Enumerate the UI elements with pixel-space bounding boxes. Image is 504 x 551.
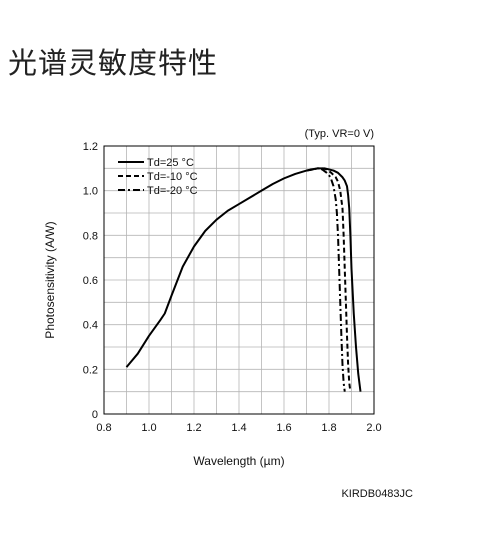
figure-code: KIRDB0483JC: [341, 488, 413, 500]
legend-label: Td=-10 °C: [147, 171, 198, 183]
chart-legend: Td=25 °C Td=-10 °C Td=-20 °C: [118, 157, 198, 197]
x-tick-label: 1.0: [141, 422, 156, 434]
series-line-2: [306, 167, 352, 392]
x-tick-label: 1.6: [276, 422, 291, 434]
y-axis-label: Photosensitivity (A/W): [43, 221, 57, 338]
x-tick-labels: 0.8 1.0 1.2 1.4 1.6 1.8 2.0: [96, 422, 381, 434]
x-tick-label: 1.2: [186, 422, 201, 434]
condition-note: (Typ. VR=0 V): [305, 128, 374, 140]
x-tick-label: 1.8: [321, 422, 336, 434]
legend-label: Td=25 °C: [147, 157, 194, 169]
y-tick-label: 0.2: [83, 364, 98, 376]
page-heading: 光谱灵敏度特性: [8, 46, 219, 80]
x-tick-label: 2.0: [366, 422, 381, 434]
y-tick-labels: 0 0.2 0.4 0.6 0.8 1.0 1.2: [83, 141, 98, 421]
y-tick-label: 0.8: [83, 230, 98, 242]
x-tick-label: 1.4: [231, 422, 246, 434]
plot-grid: [104, 146, 374, 414]
x-tick-label: 0.8: [96, 422, 111, 434]
plot-frame: [103, 145, 375, 415]
y-tick-label: 1.2: [83, 141, 98, 153]
series-line-3: [306, 167, 346, 392]
y-tick-label: 0: [92, 409, 98, 421]
y-tick-label: 1.0: [83, 186, 98, 198]
x-axis-label: Wavelength (µm): [193, 454, 284, 468]
legend-label: Td=-20 °C: [147, 185, 198, 197]
series-group: [125, 167, 362, 392]
y-tick-label: 0.6: [83, 275, 98, 287]
y-tick-label: 0.4: [83, 320, 98, 332]
